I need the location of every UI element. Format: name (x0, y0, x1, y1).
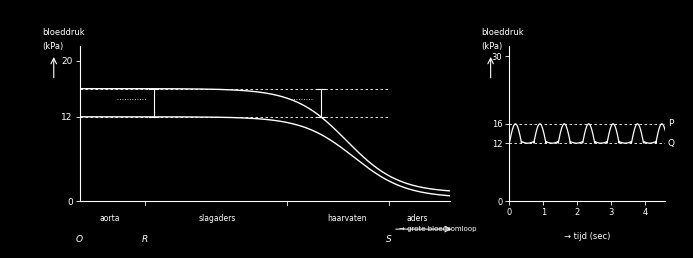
Text: O: O (76, 235, 83, 244)
Text: Q: Q (668, 139, 675, 148)
Text: → tijd (sec): → tijd (sec) (564, 232, 611, 241)
Text: haarvaten: haarvaten (327, 214, 367, 223)
Text: bloeddruk: bloeddruk (481, 28, 524, 37)
Text: bloeddruk: bloeddruk (43, 28, 85, 37)
Text: (kPa): (kPa) (43, 42, 64, 51)
Text: (kPa): (kPa) (481, 42, 502, 51)
Text: R: R (141, 235, 148, 244)
Text: slagaders: slagaders (198, 214, 236, 223)
Text: aders: aders (406, 214, 428, 223)
Text: aorta: aorta (99, 214, 120, 223)
Text: P: P (668, 119, 674, 128)
Text: → grote bloedsomloop: → grote bloedsomloop (398, 226, 476, 232)
Text: S: S (387, 235, 392, 244)
